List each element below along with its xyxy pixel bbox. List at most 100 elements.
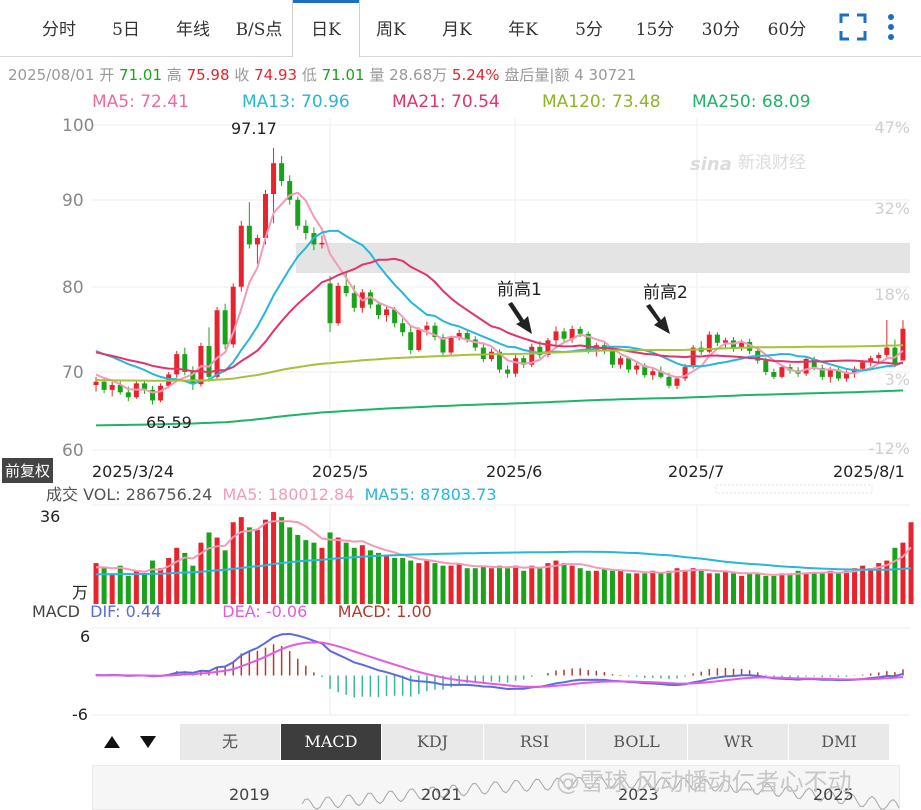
volume-bar xyxy=(158,568,164,604)
tab-5min[interactable]: 5分 xyxy=(575,20,603,40)
volume-bar xyxy=(327,532,333,604)
volume-bar xyxy=(206,532,212,604)
volume-bar xyxy=(335,537,341,604)
volume-bar xyxy=(440,565,446,604)
tab-year-line[interactable]: 年线 xyxy=(176,20,210,40)
volume-bar xyxy=(642,573,648,604)
indicator-kdj[interactable]: KDJ xyxy=(382,724,484,760)
tab-intraday[interactable]: 分时 xyxy=(42,20,76,40)
candle-body xyxy=(93,381,99,385)
indicator-down-arrow-icon[interactable] xyxy=(138,732,158,752)
candle-body xyxy=(262,194,268,238)
fullscreen-icon[interactable] xyxy=(838,12,868,42)
volume-bar xyxy=(408,560,414,604)
volume-bar xyxy=(230,522,236,604)
volume-bar xyxy=(416,563,422,604)
candle-body xyxy=(561,331,567,339)
indicator-none[interactable]: 无 xyxy=(180,724,281,760)
indicator-up-arrow-icon[interactable] xyxy=(102,732,122,752)
tab-yearly-k[interactable]: 年K xyxy=(508,20,538,40)
vol-ma5: MA5: 180012.84 xyxy=(222,485,355,504)
tab-60min[interactable]: 60分 xyxy=(767,20,807,40)
low-annotation: 65.59 xyxy=(146,413,192,432)
candle-body xyxy=(327,283,333,324)
volume-bar xyxy=(109,573,115,604)
tab-bs-points[interactable]: B/S点 xyxy=(235,20,283,40)
volume-bar xyxy=(303,540,309,604)
more-vertical-icon[interactable] xyxy=(884,12,898,42)
tab-weekly-k[interactable]: 周K xyxy=(376,20,406,40)
volume-bar xyxy=(117,565,123,604)
volume-bar xyxy=(271,512,277,604)
volume-bar xyxy=(464,568,470,604)
candle-body xyxy=(230,286,236,345)
candle-body xyxy=(722,340,728,343)
volume-bar xyxy=(150,560,156,604)
candle-body xyxy=(577,328,583,334)
indicator-dmi[interactable]: DMI xyxy=(789,724,890,760)
candle-body xyxy=(884,347,890,355)
macd-legend: MACD DIF: 0.44 DEA: -0.06 MACD: 1.00 xyxy=(32,602,432,621)
volume-bar xyxy=(739,575,745,604)
tab-5day[interactable]: 5日 xyxy=(112,20,140,40)
candle-body xyxy=(553,331,559,341)
indicator-macd[interactable]: MACD xyxy=(281,724,382,760)
indicator-rsi[interactable]: RSI xyxy=(484,724,586,760)
volume-legend: 成交 VOL: 286756.24 MA5: 180012.84 MA55: 8… xyxy=(46,481,497,505)
volume-bar xyxy=(666,570,672,604)
volume-bar xyxy=(908,522,914,604)
indicator-wr[interactable]: WR xyxy=(688,724,789,760)
indicator-boll[interactable]: BOLL xyxy=(586,724,688,760)
volume-bar xyxy=(125,575,131,604)
svg-text:sina: sina xyxy=(690,154,732,175)
volume-bar xyxy=(262,519,268,604)
candle-body xyxy=(182,354,188,372)
tab-15min[interactable]: 15分 xyxy=(635,20,675,40)
date-tick-label: 2025/3/24 xyxy=(92,462,174,481)
volume-bar xyxy=(553,560,559,604)
candle-body xyxy=(174,354,180,375)
tab-monthly-k[interactable]: 月K xyxy=(442,20,472,40)
price-tick-label: 100 xyxy=(62,116,94,136)
candle-body xyxy=(843,372,849,379)
vol-ma55: MA55: 87803.73 xyxy=(364,485,497,504)
candle-body xyxy=(626,358,632,370)
sina-finance-watermark: sina 新浪财经 xyxy=(690,153,806,175)
candle-body xyxy=(868,358,874,363)
volume-bar xyxy=(133,570,139,604)
macd-y-bottom: -6 xyxy=(72,705,88,724)
volume-bar xyxy=(609,570,615,604)
tab-30min[interactable]: 30分 xyxy=(701,20,741,40)
price-tick-label: 80 xyxy=(62,278,84,298)
candle-body xyxy=(529,346,535,365)
candle-body xyxy=(472,339,478,348)
volume-bar xyxy=(561,563,567,604)
candle-body xyxy=(682,367,688,379)
candle-body xyxy=(609,350,615,365)
candle-body xyxy=(384,309,390,316)
low-label: 低 xyxy=(301,66,317,84)
volume-bar xyxy=(222,550,228,604)
candle-body xyxy=(706,334,712,352)
candle-body xyxy=(585,333,591,351)
candle-body xyxy=(811,359,817,368)
volume-bar xyxy=(174,547,180,604)
after-hours-label: 盘后量 xyxy=(504,66,550,84)
volume-bar xyxy=(585,570,591,604)
date-tick-label: 2025/5 xyxy=(312,462,368,481)
candle-body xyxy=(835,369,841,379)
volume-bar xyxy=(658,573,664,604)
price-tick-label: 70 xyxy=(62,363,84,383)
volume-bar xyxy=(537,568,543,604)
volume-bar xyxy=(900,542,906,604)
forward-adjusted-label[interactable]: 前复权 xyxy=(2,458,54,483)
pct-tick-label: 3% xyxy=(885,370,910,389)
volume-bar xyxy=(731,573,737,604)
vol-ma5-line xyxy=(96,520,912,576)
volume-bar xyxy=(819,573,825,604)
tab-daily-k[interactable]: 日K xyxy=(292,0,360,57)
volume-bar xyxy=(496,565,503,604)
range-navigator[interactable] xyxy=(92,765,900,810)
volume-bar xyxy=(367,550,373,604)
